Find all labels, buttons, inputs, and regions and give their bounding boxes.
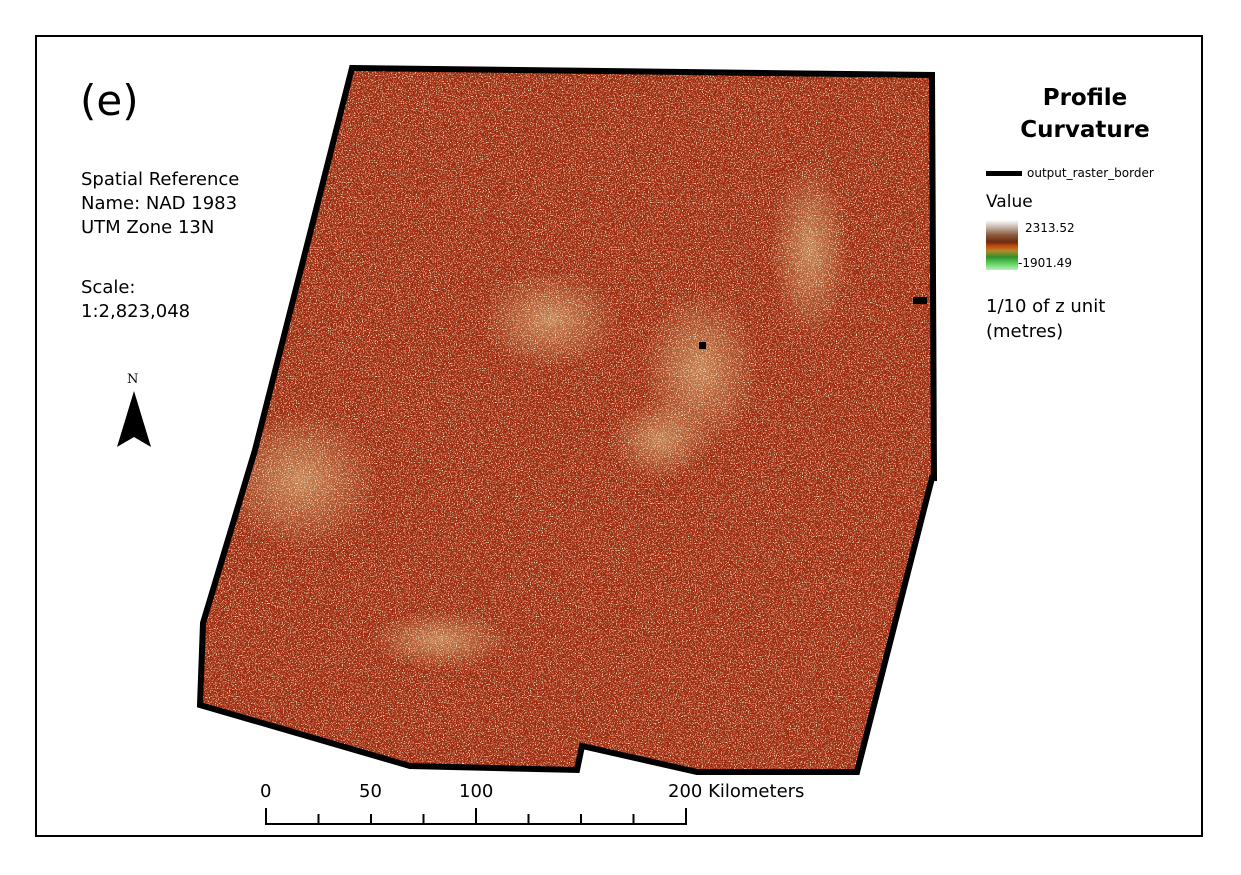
legend-color-ramp [986, 220, 1018, 270]
scale-bar [265, 808, 687, 825]
legend-title-line1: Profile [1042, 85, 1128, 111]
legend-unit-line1: 1/10 of z unit [986, 296, 1106, 317]
spatial-reference-line2: Name: NAD 1983 [81, 193, 238, 214]
map-frame [35, 35, 1203, 837]
north-letter: N [127, 372, 139, 387]
legend-max-value: 2313.52 [1025, 221, 1075, 235]
profile-curvature-raster [200, 68, 934, 772]
scale-bar-label-0: 0 [260, 781, 272, 802]
nodata-marker [699, 342, 706, 349]
scale-heading: Scale: [81, 277, 136, 298]
legend-value-heading: Value [986, 192, 1033, 212]
legend-title-line2: Curvature [1020, 117, 1150, 143]
panel-label: (e) [80, 76, 139, 125]
legend-border-label: output_raster_border [1027, 166, 1154, 180]
scale-bar-label-200: 200 Kilometers [668, 781, 805, 802]
north-arrow-icon [117, 391, 151, 447]
scale-bar-label-100: 100 [459, 781, 494, 802]
legend-min-value: -1901.49 [1018, 256, 1072, 270]
spatial-reference-line1: Spatial Reference [81, 169, 240, 190]
scale-bar-label-50: 50 [359, 781, 382, 802]
legend-unit-line2: (metres) [986, 321, 1064, 342]
legend-border-swatch [986, 171, 1022, 176]
legend-title: Profile Curvature [1005, 82, 1165, 146]
spatial-reference-line3: UTM Zone 13N [81, 217, 215, 238]
output-raster-border [196, 64, 938, 775]
scale-value: 1:2,823,048 [81, 301, 191, 322]
nodata-marker [913, 297, 927, 304]
legend-unit: 1/10 of z unit (metres) [986, 294, 1105, 344]
